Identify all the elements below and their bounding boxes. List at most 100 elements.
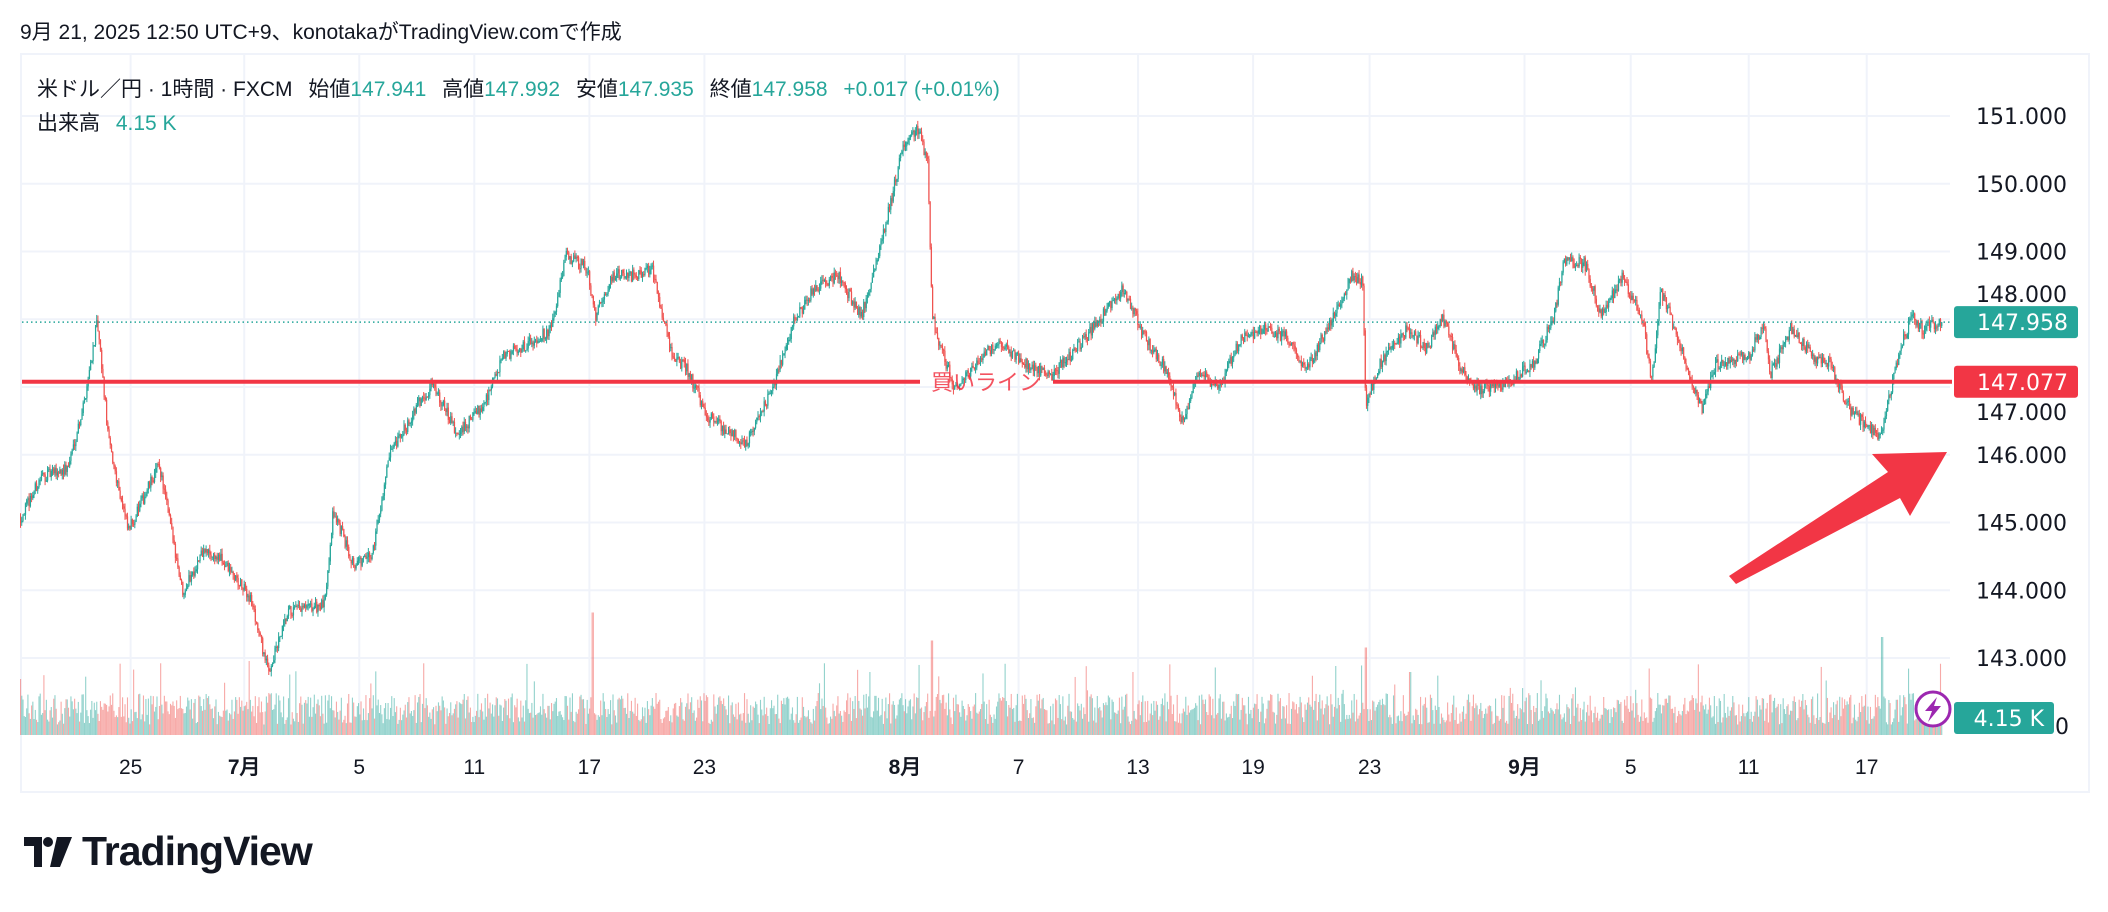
legend-volume-label[interactable]: 出来高 (37, 112, 100, 135)
volume-bar (1861, 696, 1863, 735)
volume-bar (269, 694, 271, 735)
candle (493, 377, 495, 381)
candle (1585, 263, 1588, 272)
volume-bar (964, 709, 966, 735)
chart-caption: 9月 21, 2025 12:50 UTC+9、konotakaがTrading… (20, 21, 622, 44)
volume-bar (1132, 672, 1134, 735)
volume-bar (56, 724, 58, 735)
candle (1620, 279, 1622, 283)
candle (993, 349, 995, 351)
candle (1070, 359, 1073, 362)
candle (1102, 309, 1105, 322)
candle (1447, 323, 1449, 327)
candle (1839, 383, 1841, 389)
volume-bar (1217, 713, 1219, 735)
candle (275, 646, 277, 649)
candle (155, 468, 157, 473)
volume-bar (1431, 697, 1433, 735)
candle (905, 146, 907, 148)
candle (1040, 366, 1042, 376)
volume-bar (1374, 710, 1376, 735)
candle (1731, 359, 1733, 361)
volume-bar (94, 710, 97, 735)
volume-bar (1448, 714, 1450, 735)
volume-bar (1292, 701, 1294, 735)
candle (1722, 359, 1724, 366)
volume-bar (532, 717, 534, 735)
volume-bar (31, 705, 33, 735)
volume-bar (670, 715, 672, 735)
date-axis-label: 5 (353, 756, 365, 779)
volume-bar (1885, 722, 1887, 735)
candle (198, 560, 200, 562)
volume-bar (1507, 723, 1509, 735)
volume-bar (1474, 708, 1476, 735)
candle (950, 377, 952, 380)
legend-symbol[interactable]: 米ドル／円 · 1時間 · FXCM (37, 78, 293, 101)
candle (1758, 334, 1760, 340)
volume-bar (962, 705, 964, 735)
candle (758, 416, 760, 418)
volume-bar (671, 722, 673, 735)
volume-bar (321, 695, 323, 735)
volume-bar (1225, 713, 1227, 735)
candle (696, 385, 698, 387)
candle (151, 476, 153, 481)
candle (677, 356, 679, 358)
candle (107, 422, 109, 430)
volume-bar (1755, 696, 1757, 735)
volume-bar (787, 696, 789, 735)
volume-bar (1327, 705, 1329, 735)
arrow-annotation[interactable] (1729, 452, 1947, 584)
candle (1862, 417, 1864, 428)
candle (77, 423, 79, 434)
volume-bar (141, 714, 143, 735)
volume-bar (1552, 711, 1554, 735)
volume-bar (1093, 720, 1095, 735)
volume-bar (1195, 703, 1197, 735)
candle (27, 498, 29, 501)
volume-bar (200, 706, 202, 735)
candle (1568, 257, 1570, 260)
volume-last-label: 4.15 K (1974, 707, 2045, 732)
candle (285, 619, 287, 622)
candle (227, 562, 229, 571)
candle (930, 246, 933, 287)
volume-bar (1051, 720, 1053, 735)
volume-bar (463, 693, 465, 735)
lightning-icon[interactable] (1914, 690, 1952, 728)
candle (361, 558, 363, 566)
candle (247, 595, 249, 598)
candle (1330, 320, 1332, 326)
candle (80, 419, 82, 426)
candle (1191, 392, 1193, 398)
volume-bar (439, 705, 441, 735)
volume-bar (504, 699, 506, 735)
candle (855, 301, 858, 309)
volume-bar (590, 697, 592, 735)
candle (789, 339, 791, 341)
volume-bar (780, 700, 782, 735)
candle (1465, 374, 1467, 377)
candle (301, 605, 303, 612)
tradingview-logo[interactable]: TradingView (24, 828, 313, 875)
candle (440, 402, 442, 406)
volume-bar (1595, 717, 1597, 735)
volume-bar (1386, 693, 1388, 735)
volume-bar (1402, 695, 1404, 735)
volume-bar (984, 719, 986, 735)
volume-bar (1622, 722, 1624, 735)
candle (204, 548, 206, 553)
volume-bar (76, 713, 78, 735)
candle (65, 464, 67, 473)
volume-bar (582, 699, 585, 735)
candle (110, 444, 113, 452)
volume-bar (417, 702, 419, 735)
volume-bar (1008, 704, 1010, 735)
volume-bar (1764, 720, 1766, 735)
volume-bar (1053, 724, 1055, 735)
volume-bar (871, 717, 873, 735)
candle (941, 345, 944, 350)
candle (1810, 351, 1813, 357)
